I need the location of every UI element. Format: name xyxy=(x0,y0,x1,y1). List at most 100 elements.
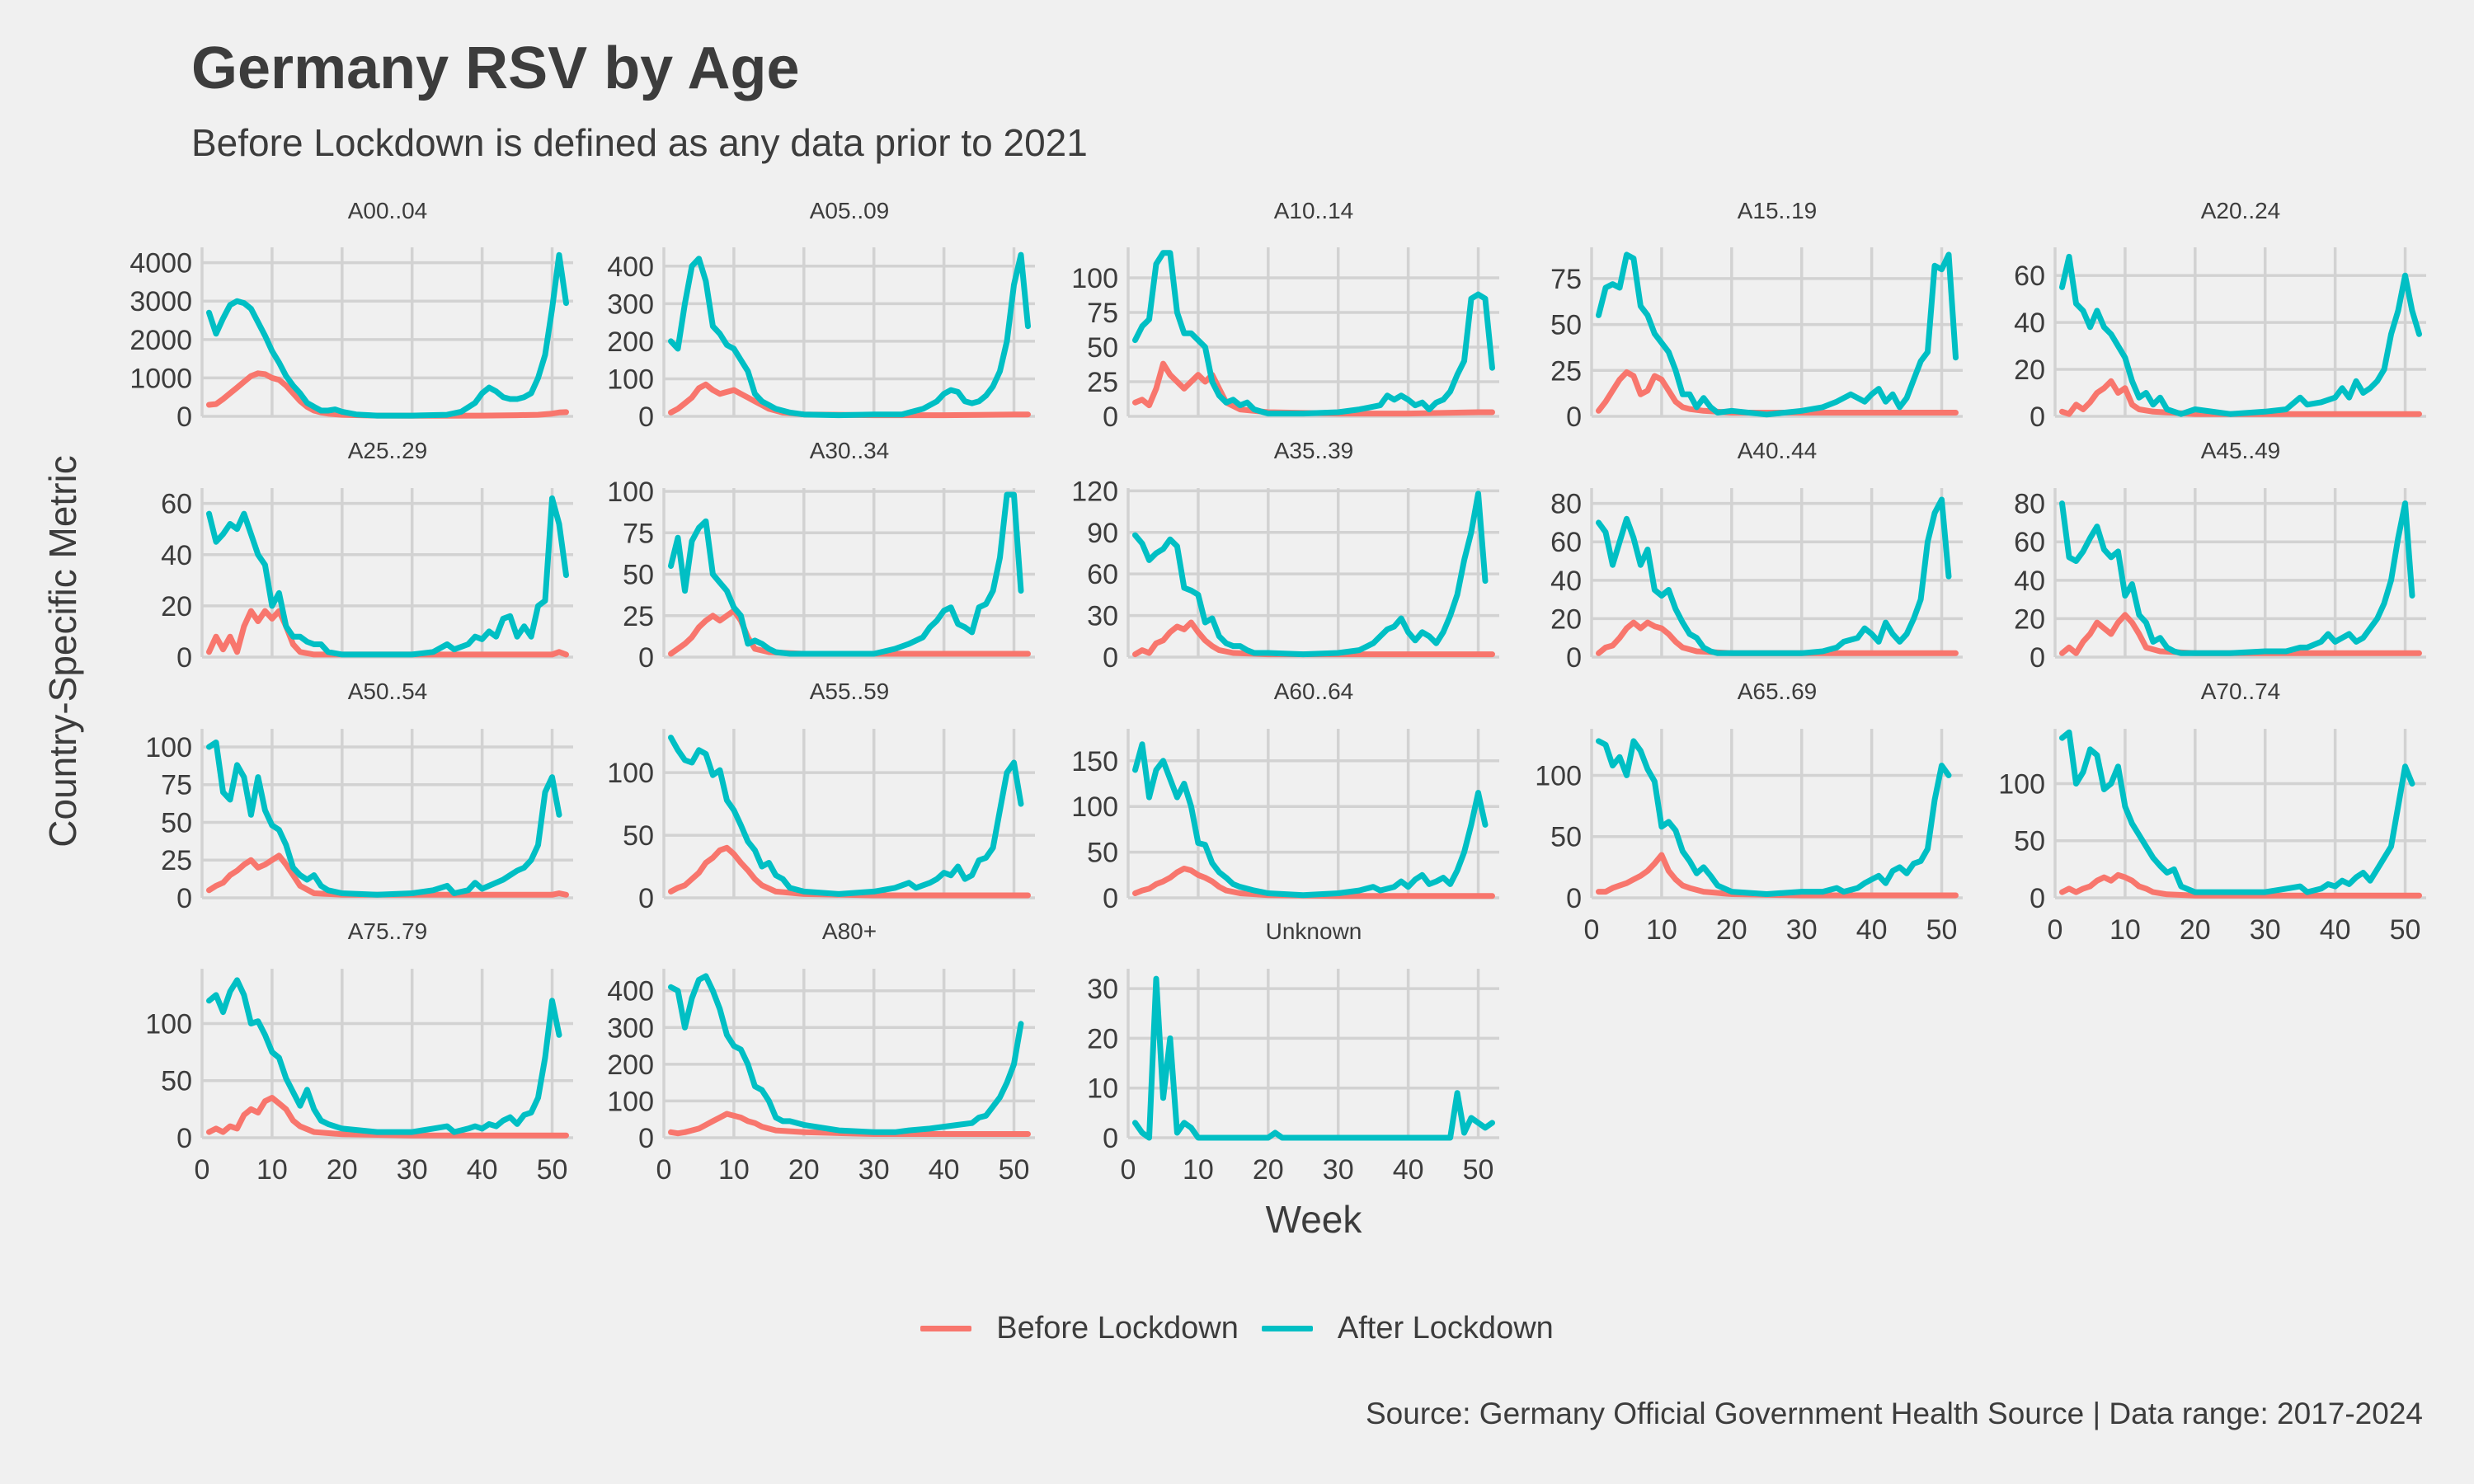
x-tick-label: 0 xyxy=(656,1154,672,1186)
y-tick-label: 50 xyxy=(623,560,654,591)
y-tick-label: 0 xyxy=(1566,642,1582,674)
y-tick-label: 10 xyxy=(1087,1073,1118,1105)
y-tick-label: 40 xyxy=(1550,566,1582,597)
chart-title: Germany RSV by Age xyxy=(191,35,800,101)
x-tick-label: 20 xyxy=(327,1154,358,1186)
y-tick-label: 0 xyxy=(638,1123,654,1154)
y-tick-label: 50 xyxy=(623,820,654,852)
series-line-after xyxy=(668,973,1024,1135)
y-tick-label: 0 xyxy=(1103,1123,1118,1154)
x-tick-label: 20 xyxy=(2180,914,2211,946)
series-line-after xyxy=(206,495,569,658)
x-tick-label: 0 xyxy=(1584,914,1600,946)
y-tick-label: 50 xyxy=(161,1066,192,1097)
series-line-after xyxy=(1596,738,1952,897)
y-tick-label: 30 xyxy=(1087,974,1118,1005)
y-tick-label: 40 xyxy=(2014,566,2045,597)
series-line-after xyxy=(1132,491,1489,658)
chart-subtitle: Before Lockdown is defined as any data p… xyxy=(191,121,1088,164)
x-tick-label: 20 xyxy=(788,1154,820,1186)
y-tick-label: 0 xyxy=(1566,402,1582,433)
facet-label: A10..14 xyxy=(1274,198,1354,223)
series-line-after xyxy=(668,735,1024,897)
series-line-after xyxy=(206,740,562,898)
y-tick-label: 1000 xyxy=(129,363,192,394)
x-tick-label: 30 xyxy=(858,1154,890,1186)
x-tick-label: 10 xyxy=(2109,914,2141,946)
y-axis-title: Country-Specific Metric xyxy=(41,455,84,847)
series-line-before xyxy=(1596,852,1959,899)
y-tick-label: 0 xyxy=(2030,642,2045,674)
x-tick-label: 30 xyxy=(2250,914,2281,946)
y-tick-label: 0 xyxy=(176,1123,192,1154)
legend-swatch-after xyxy=(1261,1326,1313,1331)
y-tick-label: 100 xyxy=(607,477,654,508)
series-line-after xyxy=(2059,729,2415,895)
facet-label: A75..79 xyxy=(348,918,428,944)
y-tick-label: 60 xyxy=(2014,527,2045,558)
y-tick-label: 0 xyxy=(2030,402,2045,433)
facet-label: A50..54 xyxy=(348,679,428,704)
y-tick-label: 30 xyxy=(1087,601,1118,632)
y-tick-label: 150 xyxy=(1071,746,1118,777)
x-tick-label: 0 xyxy=(1121,1154,1136,1186)
y-tick-label: 300 xyxy=(607,289,654,320)
series-line-after xyxy=(2059,253,2422,417)
legend-item-after: After Lockdown xyxy=(1261,1311,1554,1346)
facet-label: A00..04 xyxy=(348,198,428,223)
x-tick-label: 30 xyxy=(397,1154,428,1186)
facet-label: A35..39 xyxy=(1274,438,1354,463)
y-tick-label: 100 xyxy=(607,1086,654,1117)
x-tick-label: 40 xyxy=(467,1154,498,1186)
y-tick-label: 75 xyxy=(161,770,192,801)
y-tick-label: 0 xyxy=(1103,402,1118,433)
y-tick-label: 60 xyxy=(1550,527,1582,558)
series-line-after xyxy=(668,251,1031,419)
y-tick-label: 40 xyxy=(161,540,192,571)
facet-label: A80+ xyxy=(822,918,877,944)
y-tick-label: 25 xyxy=(1087,367,1118,398)
series-line-after xyxy=(1596,496,1952,656)
y-tick-label: 50 xyxy=(1087,838,1118,869)
x-tick-label: 50 xyxy=(537,1154,568,1186)
facet-label: A60..64 xyxy=(1274,679,1354,704)
y-tick-label: 25 xyxy=(1550,355,1582,387)
y-tick-label: 90 xyxy=(1087,518,1118,549)
legend-swatch-before xyxy=(920,1326,972,1331)
y-tick-label: 75 xyxy=(1087,298,1118,329)
y-tick-label: 20 xyxy=(1087,1023,1118,1054)
y-tick-label: 40 xyxy=(2014,308,2045,339)
y-tick-label: 60 xyxy=(1087,559,1118,590)
y-tick-label: 50 xyxy=(1550,822,1582,853)
x-tick-label: 50 xyxy=(1926,914,1958,946)
y-tick-label: 0 xyxy=(638,642,654,674)
y-tick-label: 0 xyxy=(1103,642,1118,674)
series-line-after xyxy=(668,491,1024,657)
legend-item-before: Before Lockdown xyxy=(920,1311,1239,1346)
facet-label: A55..59 xyxy=(810,679,890,704)
x-tick-label: 30 xyxy=(1323,1154,1354,1186)
x-tick-label: 50 xyxy=(2390,914,2421,946)
series-line-before xyxy=(206,370,569,419)
y-tick-label: 100 xyxy=(1071,263,1118,294)
y-tick-label: 0 xyxy=(176,883,192,914)
x-tick-label: 20 xyxy=(1716,914,1747,946)
x-tick-label: 50 xyxy=(999,1154,1030,1186)
y-tick-label: 4000 xyxy=(129,248,192,279)
y-tick-label: 50 xyxy=(1550,310,1582,341)
y-tick-label: 50 xyxy=(161,807,192,838)
y-tick-label: 100 xyxy=(145,1008,192,1040)
x-tick-label: 0 xyxy=(195,1154,210,1186)
facet-label: A20..24 xyxy=(2201,198,2281,223)
x-tick-label: 40 xyxy=(2320,914,2351,946)
series-line-after xyxy=(1596,251,1959,418)
series-line-before xyxy=(1132,360,1495,417)
x-tick-label: 40 xyxy=(1393,1154,1424,1186)
facet-label: A45..49 xyxy=(2201,438,2281,463)
x-tick-label: 20 xyxy=(1253,1154,1284,1186)
y-tick-label: 400 xyxy=(607,976,654,1007)
y-tick-label: 3000 xyxy=(129,286,192,317)
y-tick-label: 100 xyxy=(1535,760,1582,791)
